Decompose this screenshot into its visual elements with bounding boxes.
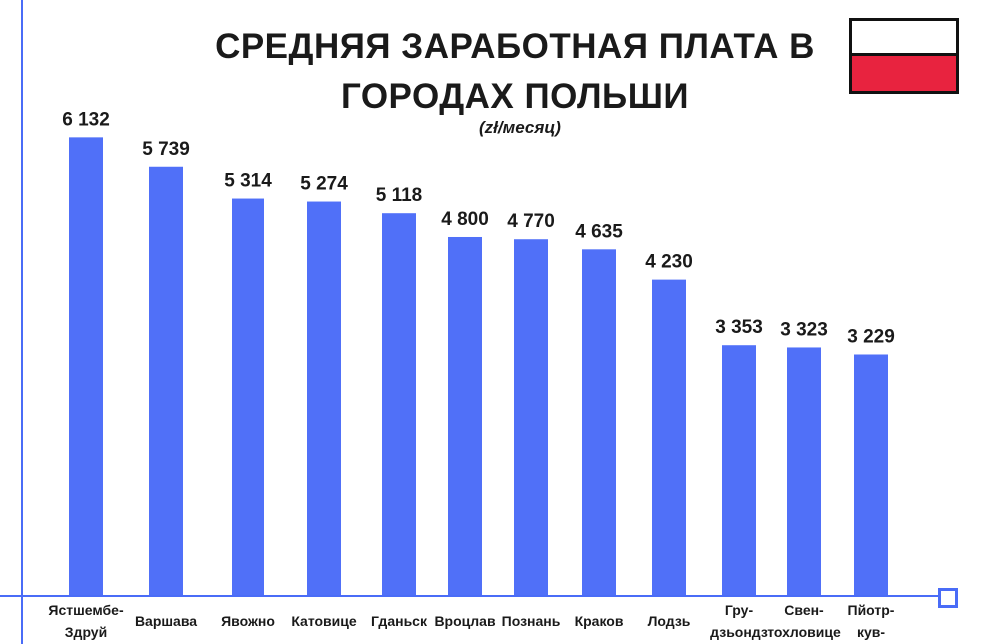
category-label: дзьондз [710,624,768,640]
bar-value-label: 4 230 [645,252,693,273]
flag-white-stripe [852,21,956,56]
bar-value-label: 3 229 [847,326,895,347]
category-label: Катовице [291,613,357,629]
bar [514,239,548,596]
chart-title: СРЕДНЯЯ ЗАРАБОТНАЯ ПЛАТА В ГОРОДАХ ПОЛЬШ… [215,27,815,116]
chart-subtitle: (zł/месяц) [479,118,561,137]
bar-value-label: 6 132 [62,109,110,130]
bar-value-label: 4 635 [575,221,623,242]
category-label: Явожно [221,613,275,629]
category-label: Лодзь [648,613,691,629]
category-label: кув- [857,624,885,640]
bar-value-label: 3 323 [780,319,828,340]
category-label: Здруй [65,624,107,640]
bar [69,137,103,597]
bar [232,198,264,596]
flag-red-stripe [852,53,956,91]
bar [722,345,756,596]
bar [652,279,686,596]
category-label: Вроцлав [434,613,496,629]
bar-value-label: 5 118 [376,185,423,206]
bar-value-label: 5 739 [142,139,190,160]
bar [149,166,183,596]
bar [307,201,341,596]
bar [787,347,821,596]
category-label: тохловице [767,624,841,640]
corner-square-decoration [938,588,958,608]
bar-value-label: 5 314 [224,171,272,192]
bar-value-label: 3 353 [715,317,763,338]
bar-value-label: 5 274 [300,174,348,195]
category-label: Варшава [135,613,197,629]
category-label: Пйотр- [848,602,895,618]
category-label: Гданьск [371,613,428,629]
category-label: Гру- [725,602,754,618]
bar [382,213,416,596]
bar-value-label: 4 770 [507,211,555,232]
bar [854,354,888,596]
category-label: Свен- [784,602,824,618]
bar [448,236,482,596]
category-label: Краков [575,613,624,629]
category-label: Познань [502,613,561,629]
bar [582,249,616,596]
category-label: Ястшембе- [48,602,124,618]
poland-flag-icon [849,18,959,94]
bar-value-label: 4 800 [441,209,489,230]
